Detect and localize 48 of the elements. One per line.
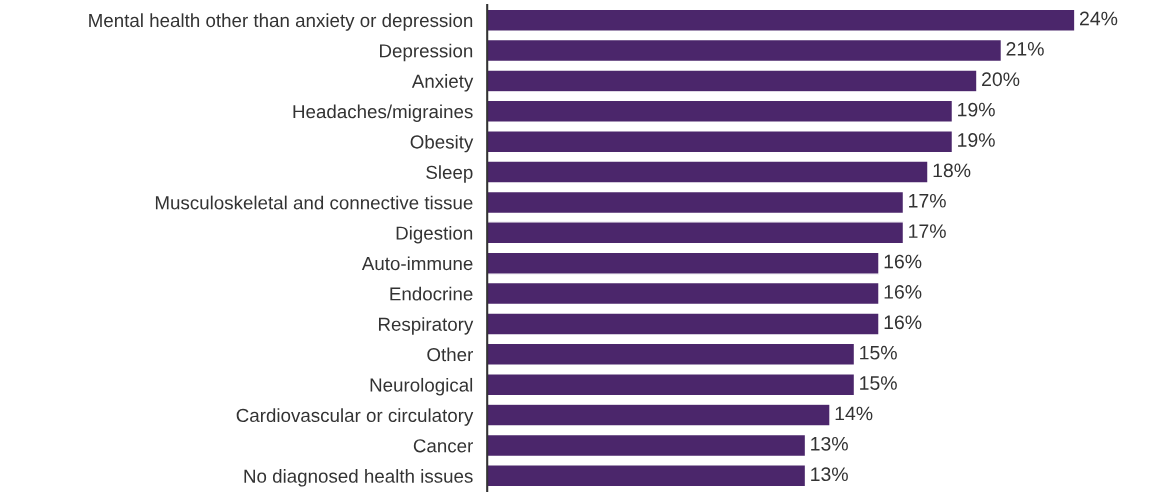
bar	[487, 433, 807, 458]
y-tick-label: Neurological	[370, 377, 473, 396]
bar	[487, 160, 929, 184]
data-label: 16%	[884, 315, 922, 330]
y-tick-label: Depression	[380, 43, 473, 62]
bar	[487, 38, 1003, 63]
y-tick-label: Musculoskeletal and connective tissue	[155, 195, 473, 210]
y-tick-label: Digestion	[396, 226, 473, 244]
bar	[487, 251, 880, 275]
data-label: 15%	[860, 376, 897, 390]
bar	[487, 130, 954, 154]
bar	[487, 464, 807, 488]
bar	[487, 312, 880, 336]
data-label: 21%	[1006, 41, 1044, 56]
y-tick-label: Anxiety	[411, 74, 474, 92]
bar	[487, 190, 905, 215]
bar	[487, 221, 905, 245]
bar	[487, 8, 1076, 32]
data-label: 20%	[982, 72, 1020, 87]
data-label: 16%	[884, 285, 922, 299]
y-tick-label: Obesity	[410, 134, 474, 153]
data-label: 17%	[909, 193, 946, 208]
data-label: 13%	[811, 467, 848, 482]
data-label: 19%	[958, 133, 995, 147]
y-tick-label: Sleep	[426, 165, 473, 183]
y-tick-label: Endocrine	[390, 286, 473, 301]
y-tick-label: Respiratory	[378, 317, 474, 335]
bar	[487, 69, 978, 93]
data-label: 18%	[933, 163, 971, 178]
bar	[487, 403, 831, 427]
data-label: 15%	[860, 345, 897, 360]
data-label: 14%	[835, 406, 873, 421]
y-tick-label: Other	[427, 347, 473, 362]
y-tick-label: Cancer	[413, 439, 473, 453]
bar	[487, 373, 856, 397]
y-tick-label: Mental health other than anxiety or depression	[89, 13, 473, 31]
data-label: 16%	[884, 254, 922, 269]
data-label: 13%	[811, 436, 848, 451]
data-label: 24%	[1080, 11, 1118, 26]
data-label: 19%	[958, 102, 995, 117]
y-tick-label: Auto-immune	[361, 256, 473, 271]
y-tick-label: Headaches/migraines	[293, 104, 473, 122]
data-label: 17%	[909, 224, 946, 238]
bar	[487, 99, 954, 123]
y-tick-label: No diagnosed health issues	[244, 469, 473, 487]
bar	[487, 281, 880, 306]
y-tick-label: Cardiovascular or circulatory	[236, 408, 474, 426]
bar	[487, 342, 856, 366]
